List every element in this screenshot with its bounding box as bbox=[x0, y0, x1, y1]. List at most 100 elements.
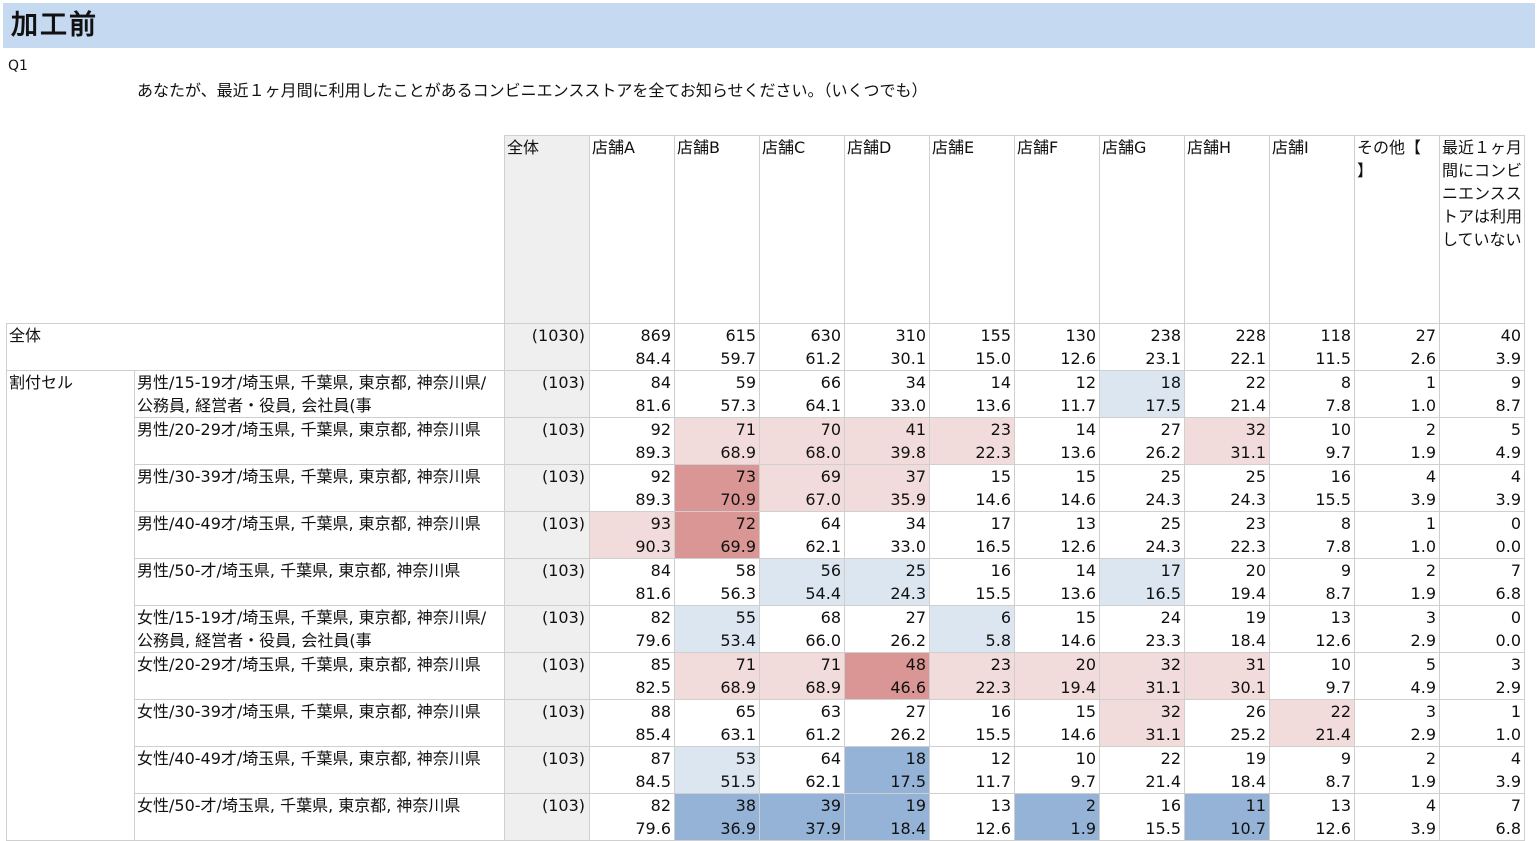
data-cell[interactable]: 16 15.5 bbox=[929, 699, 1015, 747]
data-cell[interactable]: 25 24.3 bbox=[1184, 464, 1270, 512]
data-cell[interactable]: 869 84.4 bbox=[589, 323, 675, 371]
data-cell[interactable]: 93 90.3 bbox=[589, 511, 675, 559]
data-cell[interactable]: 19 18.4 bbox=[1184, 605, 1270, 653]
data-cell[interactable]: 32 31.1 bbox=[1099, 652, 1185, 700]
segment-label[interactable]: 女性/15-19才/埼玉県, 千葉県, 東京都, 神奈川県/公務員, 経営者・役… bbox=[134, 605, 505, 653]
data-cell[interactable]: 64 62.1 bbox=[759, 746, 845, 794]
data-cell[interactable]: 3 2.9 bbox=[1439, 652, 1525, 700]
segment-label[interactable]: 女性/40-49才/埼玉県, 千葉県, 東京都, 神奈川県 bbox=[134, 746, 505, 794]
data-cell[interactable]: 25 24.3 bbox=[1099, 511, 1185, 559]
data-cell[interactable]: 88 85.4 bbox=[589, 699, 675, 747]
base-cell[interactable]: (103) bbox=[504, 511, 590, 559]
data-cell[interactable]: 1 1.0 bbox=[1354, 370, 1440, 418]
data-cell[interactable]: 1 1.0 bbox=[1439, 699, 1525, 747]
data-cell[interactable]: 238 23.1 bbox=[1099, 323, 1185, 371]
data-cell[interactable]: 63 61.2 bbox=[759, 699, 845, 747]
data-cell[interactable]: 84 81.6 bbox=[589, 370, 675, 418]
data-cell[interactable]: 32 31.1 bbox=[1184, 417, 1270, 465]
data-cell[interactable]: 34 33.0 bbox=[844, 370, 930, 418]
data-cell[interactable]: 84 81.6 bbox=[589, 558, 675, 606]
data-cell[interactable]: 71 68.9 bbox=[674, 417, 760, 465]
data-cell[interactable]: 9 8.7 bbox=[1269, 558, 1355, 606]
data-cell[interactable]: 20 19.4 bbox=[1184, 558, 1270, 606]
column-header[interactable]: 店舗F bbox=[1014, 135, 1100, 324]
segment-label[interactable]: 男性/50-才/埼玉県, 千葉県, 東京都, 神奈川県 bbox=[134, 558, 505, 606]
data-cell[interactable]: 13 12.6 bbox=[1269, 793, 1355, 841]
data-cell[interactable]: 25 24.3 bbox=[1099, 464, 1185, 512]
data-cell[interactable]: 48 46.6 bbox=[844, 652, 930, 700]
data-cell[interactable]: 41 39.8 bbox=[844, 417, 930, 465]
data-cell[interactable]: 2 1.9 bbox=[1354, 417, 1440, 465]
data-cell[interactable]: 10 9.7 bbox=[1269, 652, 1355, 700]
data-cell[interactable]: 27 26.2 bbox=[1099, 417, 1185, 465]
data-cell[interactable]: 10 9.7 bbox=[1014, 746, 1100, 794]
data-cell[interactable]: 59 57.3 bbox=[674, 370, 760, 418]
group-label[interactable]: 割付セル bbox=[6, 370, 135, 841]
data-cell[interactable]: 7 6.8 bbox=[1439, 558, 1525, 606]
segment-label[interactable]: 女性/30-39才/埼玉県, 千葉県, 東京都, 神奈川県 bbox=[134, 699, 505, 747]
data-cell[interactable]: 1 1.0 bbox=[1354, 511, 1440, 559]
column-header[interactable]: 店舗D bbox=[844, 135, 930, 324]
base-cell[interactable]: (103) bbox=[504, 417, 590, 465]
data-cell[interactable]: 32 31.1 bbox=[1099, 699, 1185, 747]
data-cell[interactable]: 15 14.6 bbox=[1014, 464, 1100, 512]
data-cell[interactable]: 26 25.2 bbox=[1184, 699, 1270, 747]
base-cell[interactable]: (103) bbox=[504, 793, 590, 841]
data-cell[interactable]: 14 13.6 bbox=[1014, 558, 1100, 606]
data-cell[interactable]: 82 79.6 bbox=[589, 793, 675, 841]
data-cell[interactable]: 118 11.5 bbox=[1269, 323, 1355, 371]
data-cell[interactable]: 19 18.4 bbox=[1184, 746, 1270, 794]
data-cell[interactable]: 15 14.6 bbox=[1014, 605, 1100, 653]
base-cell[interactable]: (103) bbox=[504, 746, 590, 794]
data-cell[interactable]: 17 16.5 bbox=[929, 511, 1015, 559]
data-cell[interactable]: 72 69.9 bbox=[674, 511, 760, 559]
overall-label[interactable]: 全体 bbox=[6, 323, 505, 371]
data-cell[interactable]: 19 18.4 bbox=[844, 793, 930, 841]
data-cell[interactable]: 68 66.0 bbox=[759, 605, 845, 653]
segment-label[interactable]: 男性/15-19才/埼玉県, 千葉県, 東京都, 神奈川県/公務員, 経営者・役… bbox=[134, 370, 505, 418]
data-cell[interactable]: 2 1.9 bbox=[1354, 558, 1440, 606]
data-cell[interactable]: 2 1.9 bbox=[1014, 793, 1100, 841]
data-cell[interactable]: 228 22.1 bbox=[1184, 323, 1270, 371]
data-cell[interactable]: 14 13.6 bbox=[929, 370, 1015, 418]
column-header[interactable]: 店舗G bbox=[1099, 135, 1185, 324]
data-cell[interactable]: 23 22.3 bbox=[929, 652, 1015, 700]
data-cell[interactable]: 6 5.8 bbox=[929, 605, 1015, 653]
data-cell[interactable]: 39 37.9 bbox=[759, 793, 845, 841]
data-cell[interactable]: 3 2.9 bbox=[1354, 699, 1440, 747]
column-header[interactable]: 店舗B bbox=[674, 135, 760, 324]
data-cell[interactable]: 18 17.5 bbox=[844, 746, 930, 794]
data-cell[interactable]: 71 68.9 bbox=[674, 652, 760, 700]
data-cell[interactable]: 22 21.4 bbox=[1184, 370, 1270, 418]
data-cell[interactable]: 27 26.2 bbox=[844, 699, 930, 747]
data-cell[interactable]: 10 9.7 bbox=[1269, 417, 1355, 465]
data-cell[interactable]: 58 56.3 bbox=[674, 558, 760, 606]
data-cell[interactable]: 615 59.7 bbox=[674, 323, 760, 371]
column-header[interactable]: 最近１ヶ月間にコンビニエンスストアは利用していない bbox=[1439, 135, 1525, 324]
data-cell[interactable]: 17 16.5 bbox=[1099, 558, 1185, 606]
segment-label[interactable]: 男性/20-29才/埼玉県, 千葉県, 東京都, 神奈川県 bbox=[134, 417, 505, 465]
data-cell[interactable]: 130 12.6 bbox=[1014, 323, 1100, 371]
base-cell[interactable]: (103) bbox=[504, 558, 590, 606]
data-cell[interactable]: 4 3.9 bbox=[1439, 464, 1525, 512]
data-cell[interactable]: 69 67.0 bbox=[759, 464, 845, 512]
data-cell[interactable]: 92 89.3 bbox=[589, 464, 675, 512]
data-cell[interactable]: 82 79.6 bbox=[589, 605, 675, 653]
segment-label[interactable]: 女性/50-才/埼玉県, 千葉県, 東京都, 神奈川県 bbox=[134, 793, 505, 841]
data-cell[interactable]: 8 7.8 bbox=[1269, 370, 1355, 418]
data-cell[interactable]: 65 63.1 bbox=[674, 699, 760, 747]
base-cell[interactable]: (103) bbox=[504, 699, 590, 747]
data-cell[interactable]: 8 7.8 bbox=[1269, 511, 1355, 559]
base-cell[interactable]: (1030) bbox=[504, 323, 590, 371]
base-cell[interactable]: (103) bbox=[504, 605, 590, 653]
data-cell[interactable]: 9 8.7 bbox=[1269, 746, 1355, 794]
column-header-total[interactable]: 全体 bbox=[504, 135, 590, 324]
data-cell[interactable]: 3 2.9 bbox=[1354, 605, 1440, 653]
data-cell[interactable]: 15 14.6 bbox=[1014, 699, 1100, 747]
data-cell[interactable]: 64 62.1 bbox=[759, 511, 845, 559]
data-cell[interactable]: 5 4.9 bbox=[1354, 652, 1440, 700]
data-cell[interactable]: 13 12.6 bbox=[929, 793, 1015, 841]
data-cell[interactable]: 4 3.9 bbox=[1354, 793, 1440, 841]
data-cell[interactable]: 22 21.4 bbox=[1099, 746, 1185, 794]
column-header[interactable]: 店舗A bbox=[589, 135, 675, 324]
